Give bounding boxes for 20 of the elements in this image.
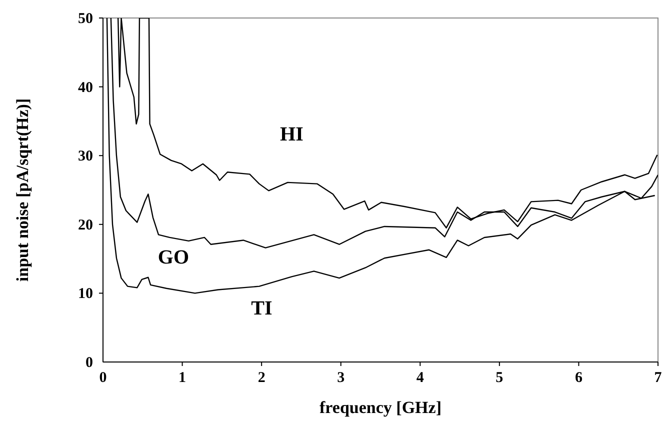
- x-tick-label: 1: [178, 370, 186, 386]
- x-tick-label: 0: [99, 370, 107, 386]
- line-series: [106, 18, 656, 294]
- y-tick-label: 50: [78, 11, 93, 27]
- x-tick-label: 3: [337, 370, 345, 386]
- x-axis-title: frequency [GHz]: [320, 398, 442, 417]
- x-tick-label: 6: [574, 370, 583, 386]
- y-tick-label: 40: [78, 80, 93, 96]
- y-tick-label: 10: [78, 286, 93, 302]
- series-label: TI: [251, 297, 273, 320]
- series-label: HI: [280, 123, 304, 146]
- y-tick-label: 20: [78, 217, 93, 234]
- y-tick-label: 0: [86, 355, 93, 371]
- y-tick-label: 30: [78, 148, 93, 165]
- series-label: GO: [158, 246, 190, 268]
- x-tick-label: 2: [258, 370, 266, 386]
- x-tick-label: 7: [654, 370, 662, 386]
- x-tick-label: 4: [416, 370, 424, 386]
- x-tick-label: 5: [496, 370, 504, 386]
- y-axis-title: input noise [pA/sqrt(Hz)]: [13, 98, 32, 282]
